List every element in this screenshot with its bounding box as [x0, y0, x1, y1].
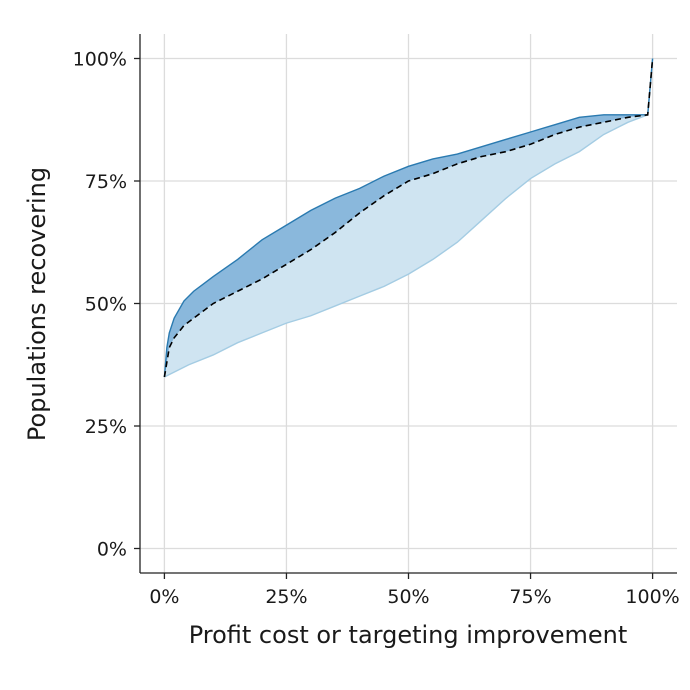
bands [164, 58, 654, 378]
light-band-edge [164, 58, 654, 378]
upper-edge-line [163, 58, 654, 378]
x-tick-label-1: 25% [265, 586, 307, 608]
y-tick-label-1: 25% [85, 416, 127, 438]
median-dashed-line [163, 58, 654, 378]
y-tick-label-0: 0% [97, 539, 127, 561]
dark-band-area [164, 58, 653, 377]
lines [163, 58, 654, 378]
x-tick-label-2: 50% [387, 586, 429, 608]
y-axis-title: Populations recovering [23, 167, 51, 441]
x-axis-title: Profit cost or targeting improvement [189, 621, 628, 649]
x-tick-label-0: 0% [149, 586, 179, 608]
y-tick-label-2: 50% [85, 294, 127, 316]
y-tick-label-4: 100% [73, 49, 127, 71]
ticks: 0% 25% 50% 75% 100% 0% 25% 50% 75% 100% [73, 49, 680, 609]
x-tick-label-3: 75% [509, 586, 551, 608]
x-tick-label-4: 100% [625, 586, 679, 608]
y-tick-label-3: 75% [85, 171, 127, 193]
